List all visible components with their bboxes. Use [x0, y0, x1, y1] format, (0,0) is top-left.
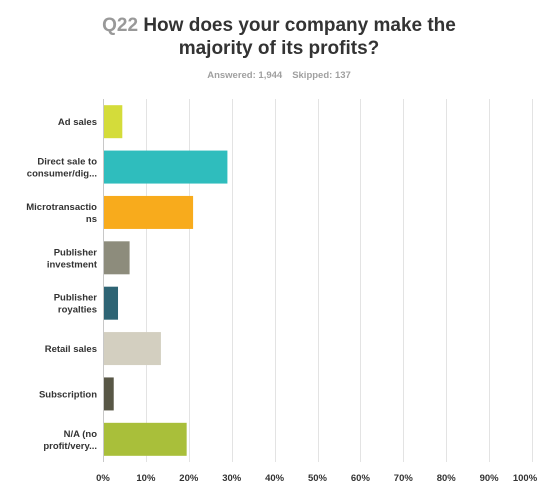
x-tick-label: 0% [96, 473, 110, 484]
category-label: Retail sales [45, 344, 97, 355]
question-text-line1: How does your company make the [143, 15, 456, 36]
x-tick-label: 40% [265, 473, 285, 484]
question-number: Q22 [102, 15, 139, 36]
category-label: Ad sales [58, 117, 97, 128]
skipped-count: Skipped: 137 [292, 70, 351, 81]
question-text-line2: majority of its profits? [178, 38, 380, 59]
x-tick-label: 10% [136, 473, 156, 484]
x-tick-label: 70% [394, 473, 414, 484]
category-label: Microtransactio [26, 202, 97, 213]
category-label: Publisher [54, 247, 98, 258]
category-label: N/A (no [64, 429, 98, 440]
bar-5 [104, 286, 119, 320]
x-tick-label: 50% [308, 473, 328, 484]
category-label: royalties [58, 305, 97, 316]
bar-2 [104, 150, 228, 184]
bar-1 [104, 105, 123, 139]
bar-3 [104, 195, 194, 229]
x-tick-label: 60% [351, 473, 371, 484]
bar-8 [104, 422, 187, 456]
category-label: Direct sale to [37, 157, 97, 168]
response-stats: Answered: 1,944 Skipped: 137 [0, 70, 558, 81]
category-label: Subscription [39, 389, 97, 400]
x-tick-label: 80% [437, 473, 457, 484]
question-title: Q22 How does your company make the major… [0, 14, 558, 60]
x-tick-label: 20% [179, 473, 199, 484]
bar-7 [104, 377, 114, 411]
category-label: investment [47, 259, 98, 270]
x-tick-label: 100% [513, 473, 538, 484]
x-tick-label: 90% [480, 473, 500, 484]
category-label: Publisher [54, 293, 98, 304]
answered-count: Answered: 1,944 [207, 70, 283, 81]
x-tick-label: 30% [222, 473, 242, 484]
category-label: ns [86, 214, 97, 225]
category-label: profit/very... [43, 441, 97, 452]
category-label: consumer/dig... [27, 169, 97, 180]
bar-4 [104, 241, 130, 275]
bar-6 [104, 332, 161, 366]
